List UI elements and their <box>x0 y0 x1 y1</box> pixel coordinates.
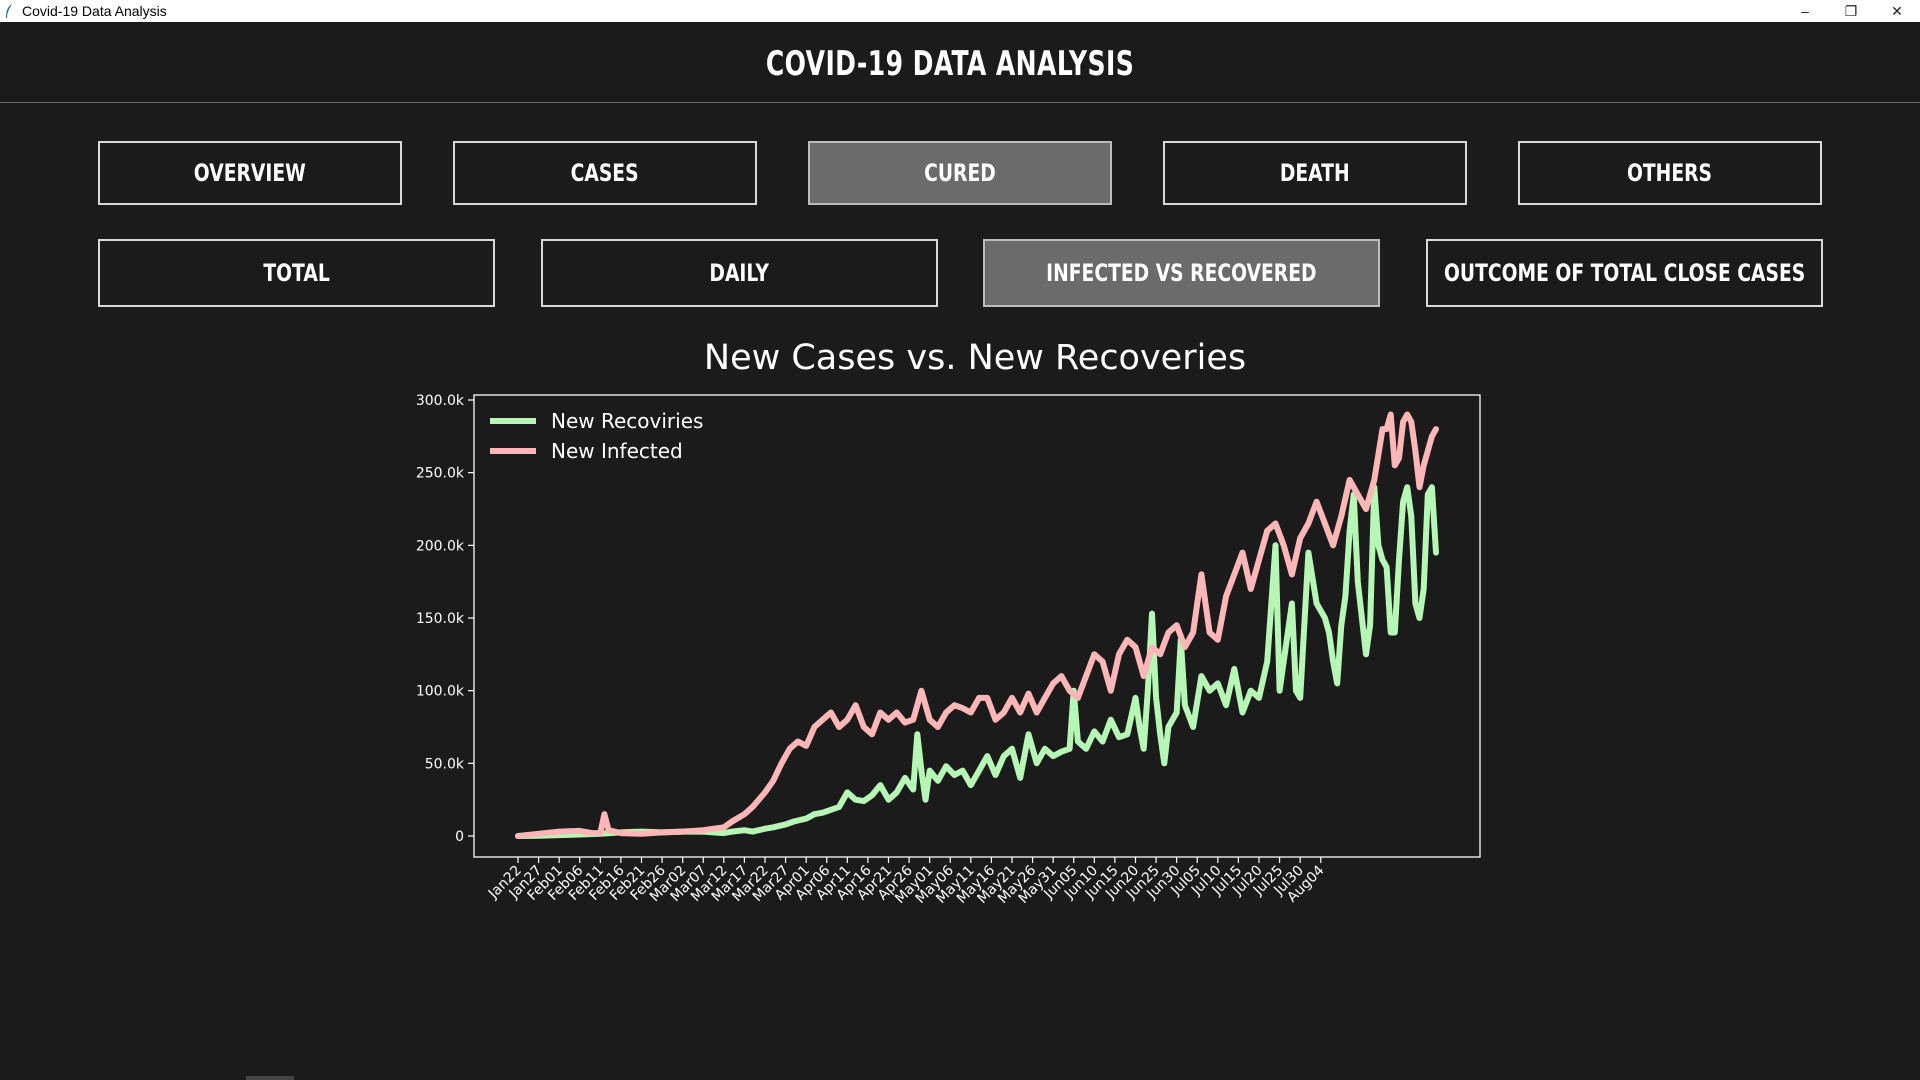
legend-label: New Infected <box>551 439 683 463</box>
tab-label: OVERVIEW <box>193 159 306 187</box>
y-tick-label: 300.0k <box>416 393 465 409</box>
scrollbar[interactable] <box>246 1076 294 1080</box>
tab-label: CURED <box>924 159 996 187</box>
restore-icon: ❐ <box>1844 2 1858 19</box>
page-title: COVID-19 DATA ANALYSIS <box>765 44 1135 84</box>
series-line-recoveries <box>515 484 1439 839</box>
minimize-button[interactable]: – <box>1782 0 1828 22</box>
y-tick-label: 250.0k <box>416 466 465 482</box>
subtab-daily[interactable]: DAILY <box>541 239 938 307</box>
tab-cases[interactable]: CASES <box>453 141 757 205</box>
subtab-outcome-close-cases[interactable]: OUTCOME OF TOTAL CLOSE CASES <box>1426 239 1823 307</box>
window-titlebar: Covid-19 Data Analysis – ❐ ✕ <box>0 0 1920 22</box>
tab-cured[interactable]: CURED <box>808 141 1112 205</box>
chart-title: New Cases vs. New Recoveries <box>703 338 1247 378</box>
tab-label: CASES <box>571 159 639 187</box>
y-tick-label: 100.0k <box>416 684 465 700</box>
y-tick-label: 0 <box>455 829 464 845</box>
legend-label: New Recoviries <box>551 409 703 433</box>
tab-others[interactable]: OTHERS <box>1518 141 1822 205</box>
app-header: COVID-19 DATA ANALYSIS <box>0 22 1920 103</box>
window-title: Covid-19 Data Analysis <box>22 3 167 19</box>
subtab-label: OUTCOME OF TOTAL CLOSE CASES <box>1443 259 1806 287</box>
restore-button[interactable]: ❐ <box>1828 0 1874 22</box>
tab-label: OTHERS <box>1627 159 1713 187</box>
y-tick-label: 50.0k <box>425 756 465 772</box>
close-button[interactable]: ✕ <box>1874 0 1920 22</box>
close-icon: ✕ <box>1891 2 1903 19</box>
subtab-label: INFECTED VS RECOVERED <box>1046 259 1317 287</box>
y-tick-label: 150.0k <box>416 611 465 627</box>
tab-death[interactable]: DEATH <box>1163 141 1467 205</box>
subtab-total[interactable]: TOTAL <box>98 239 495 307</box>
series-line-infected <box>515 411 1439 839</box>
subtab-label: DAILY <box>709 259 770 287</box>
y-tick-label: 200.0k <box>416 538 465 554</box>
subtab-infected-vs-recovered[interactable]: INFECTED VS RECOVERED <box>983 239 1380 307</box>
plot-area <box>473 394 1481 858</box>
feather-icon <box>6 4 12 18</box>
subtab-label: TOTAL <box>263 259 330 287</box>
minimize-icon: – <box>1801 3 1809 19</box>
tab-overview[interactable]: OVERVIEW <box>98 141 402 205</box>
tab-label: DEATH <box>1280 159 1350 187</box>
